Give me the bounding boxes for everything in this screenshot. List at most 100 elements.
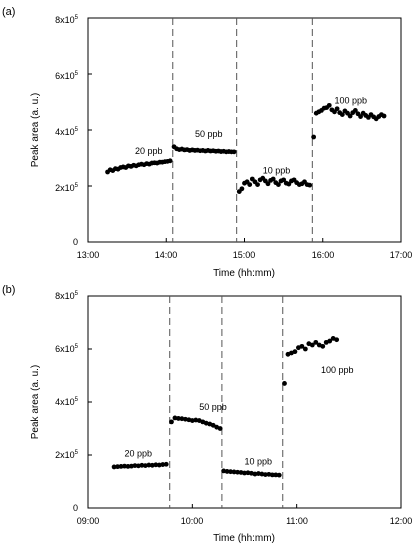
x-axis-label: Time (hh:mm) (213, 533, 275, 544)
data-point (167, 158, 173, 164)
y-tick-label: 0 (73, 503, 78, 513)
x-tick-label: 15:00 (233, 250, 256, 260)
x-tick-label: 17:00 (390, 250, 413, 260)
data-point (163, 461, 169, 467)
x-tick-labels: 09:00 10:00 11:00 12:00 (77, 516, 413, 526)
data-points (111, 336, 340, 478)
axis-ticks (87, 17, 402, 243)
data-point (313, 339, 319, 345)
data-point (347, 113, 353, 119)
data-point (299, 343, 305, 349)
data-point (262, 472, 268, 478)
data-point (292, 349, 298, 355)
concentration-labels: 20 ppb 50 ppb 10 ppb 100 ppb (135, 95, 367, 175)
x-tick-label: 13:00 (77, 250, 100, 260)
data-point (352, 108, 358, 113)
y-tick-label: 4x105 (55, 127, 79, 137)
phase-dividers (172, 18, 313, 242)
data-point (231, 149, 237, 155)
data-point (139, 462, 145, 468)
y-tick-label: 8x105 (55, 15, 79, 25)
data-points (105, 102, 387, 195)
x-tick-label: 14:00 (155, 250, 178, 260)
data-point (111, 464, 117, 470)
concentration-label: 10 ppb (263, 165, 291, 175)
data-point (334, 106, 340, 112)
y-tick-label: 6x105 (55, 71, 79, 81)
y-tick-labels: 0 2x105 4x105 6x105 8x105 (55, 291, 79, 513)
data-point (228, 469, 233, 475)
y-axis-label: Peak area (a. u.) (30, 365, 41, 439)
data-point (235, 469, 240, 475)
data-point (320, 343, 326, 349)
concentration-label: 50 ppb (199, 402, 227, 412)
data-point (176, 416, 181, 421)
data-point (276, 472, 282, 478)
data-point (146, 462, 152, 468)
y-tick-labels: 0 2x105 4x105 6x105 8x105 (55, 15, 79, 247)
y-tick-label: 8x105 (55, 291, 79, 301)
data-point (307, 182, 313, 188)
data-point (160, 462, 166, 467)
data-point (311, 134, 317, 140)
concentration-label: 20 ppb (135, 146, 163, 156)
panel-label: (a) (2, 6, 15, 18)
data-point (169, 419, 174, 425)
x-tick-label: 16:00 (312, 250, 335, 260)
data-point (339, 112, 345, 117)
concentration-label: 50 ppb (195, 129, 223, 139)
x-tick-label: 11:00 (286, 516, 308, 526)
data-point (265, 181, 271, 187)
concentration-label: 10 ppb (245, 456, 273, 466)
y-tick-label: 6x105 (55, 344, 79, 354)
phase-dividers (169, 296, 284, 508)
data-point (247, 182, 253, 188)
data-point (309, 342, 315, 348)
data-point (269, 472, 275, 478)
data-point (217, 426, 223, 431)
data-point (132, 463, 138, 468)
data-point (242, 470, 247, 476)
data-point (255, 182, 260, 188)
chart-panel-a: (a) 0 2x105 4x105 6x105 8x105 13:00 14:0… (2, 6, 412, 279)
data-point (239, 186, 245, 192)
axis-ticks (87, 295, 402, 509)
data-point (381, 113, 387, 119)
data-point (115, 464, 120, 470)
data-point (270, 176, 276, 182)
concentration-labels: 20 ppb 50 ppb 10 ppb 100 ppb (125, 365, 354, 466)
x-tick-label: 10:00 (181, 516, 204, 526)
data-point (153, 462, 159, 468)
data-point (358, 114, 363, 119)
data-point (281, 177, 287, 183)
panel-label: (b) (2, 284, 15, 296)
data-point (302, 346, 308, 352)
y-axis-label: Peak area (a. u.) (30, 93, 41, 167)
data-point (326, 102, 332, 108)
data-point (327, 338, 333, 344)
x-axis-label: Time (hh:mm) (213, 268, 275, 279)
chart-panel-b: (b) 0 2x105 4x105 6x105 8x105 09:00 10:0… (2, 284, 412, 544)
concentration-label: 100 ppb (321, 365, 354, 375)
data-point (334, 337, 340, 343)
data-point (282, 381, 287, 386)
data-point (224, 469, 230, 474)
y-tick-label: 4x105 (55, 397, 79, 407)
data-point (276, 182, 281, 188)
concentration-label: 20 ppb (125, 448, 153, 458)
x-tick-labels: 13:00 14:00 15:00 16:00 17:00 (77, 250, 413, 260)
plot-frame (87, 17, 402, 243)
y-tick-label: 2x105 (55, 183, 79, 193)
data-point (118, 463, 124, 469)
data-point (273, 472, 279, 478)
y-tick-label: 2x105 (55, 450, 79, 460)
x-tick-label: 09:00 (77, 516, 100, 526)
x-tick-label: 12:00 (390, 516, 413, 526)
y-tick-label: 0 (73, 237, 78, 247)
data-point (125, 463, 131, 469)
data-point (231, 469, 237, 475)
plot-frame (87, 295, 402, 509)
data-point (122, 463, 127, 469)
concentration-label: 100 ppb (334, 95, 367, 105)
